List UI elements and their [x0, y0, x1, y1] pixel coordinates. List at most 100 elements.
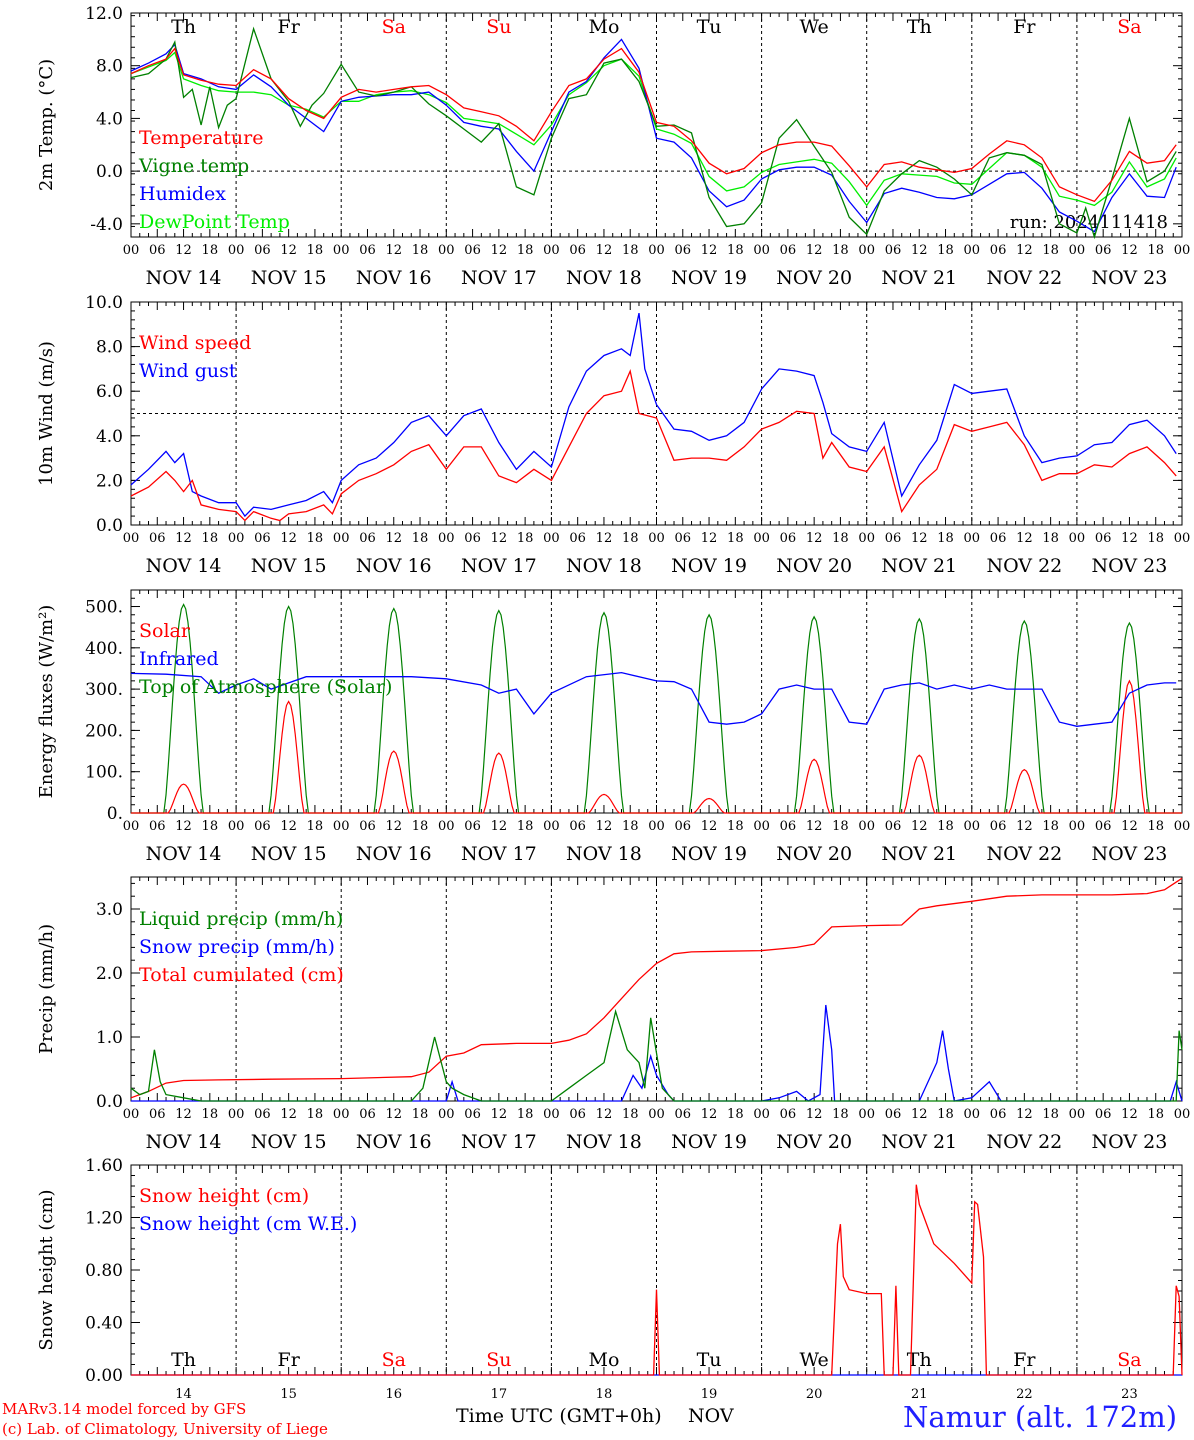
wind-y-tick-label: 4.0: [96, 427, 123, 447]
weekday-label: Fr: [278, 1349, 301, 1371]
energy-hour-label: 12: [175, 819, 192, 834]
temp-y-tick-label: 0.0: [96, 162, 123, 182]
energy-hour-label: 06: [464, 819, 481, 834]
precip-date-label: NOV 21: [881, 1131, 957, 1153]
wind-y-tick-label: 2.0: [96, 471, 123, 491]
precip-hour-label: 06: [675, 1107, 692, 1122]
wind-y-tick-label: 10.0: [85, 293, 123, 313]
energy-legend-entry: Infrared: [139, 648, 219, 670]
weekday-label: Fr: [1013, 1349, 1036, 1371]
precip-y-tick-label: 3.0: [96, 900, 123, 920]
wind-hour-label: 00: [228, 531, 245, 546]
temp-date-label: NOV 23: [1092, 267, 1168, 289]
precip-hour-label: 06: [149, 1107, 166, 1122]
temp-hour-label: 12: [280, 243, 297, 258]
temp-legend-entry: Humidex: [139, 183, 226, 205]
energy-date-label: NOV 21: [881, 843, 957, 865]
energy-hour-label: 12: [280, 819, 297, 834]
precip-hour-label: 06: [990, 1107, 1007, 1122]
snow-y-tick-label: 0.00: [85, 1366, 123, 1386]
wind-hour-label: 06: [885, 531, 902, 546]
precip-hour-label: 00: [1174, 1107, 1191, 1122]
temp-hour-label: 00: [1069, 243, 1086, 258]
precip-hour-label: 06: [569, 1107, 586, 1122]
energy-hour-label: 06: [780, 819, 797, 834]
precip-legend-entry: Snow precip (mm/h): [139, 936, 335, 958]
precip-legend-entry: Total cumulated (cm): [139, 964, 344, 986]
energy-hour-label: 00: [1069, 819, 1086, 834]
energy-hour-label: 00: [228, 819, 245, 834]
precip-hour-label: 18: [1147, 1107, 1164, 1122]
precip-hour-label: 12: [491, 1107, 508, 1122]
energy-y-tick-label: 300.: [85, 680, 123, 700]
energy-hour-label: 18: [937, 819, 954, 834]
day-number-label: 23: [1121, 1387, 1138, 1402]
energy-series-solar: [131, 679, 1182, 814]
day-number-label: 18: [596, 1387, 613, 1402]
energy-hour-label: 00: [964, 819, 981, 834]
temp-hour-label: 00: [228, 243, 245, 258]
precip-hour-label: 06: [464, 1107, 481, 1122]
wind-hour-label: 00: [333, 531, 350, 546]
wind-date-label: NOV 19: [671, 555, 747, 577]
precip-date-label: NOV 18: [566, 1131, 642, 1153]
precip-hour-label: 12: [175, 1107, 192, 1122]
temp-hour-label: 12: [175, 243, 192, 258]
wind-hour-label: 18: [937, 531, 954, 546]
energy-hour-label: 00: [753, 819, 770, 834]
temp-y-tick-label: 8.0: [96, 57, 123, 77]
energy-date-label: NOV 17: [461, 843, 537, 865]
wind-hour-label: 18: [727, 531, 744, 546]
temp-hour-label: 00: [333, 243, 350, 258]
precip-hour-label: 12: [596, 1107, 613, 1122]
energy-hour-label: 06: [885, 819, 902, 834]
precip-hour-label: 06: [359, 1107, 376, 1122]
weekday-label: Tu: [697, 1349, 722, 1371]
day-number-label: 16: [385, 1387, 402, 1402]
energy-hour-label: 00: [123, 819, 140, 834]
weekday-label: Th: [171, 1349, 196, 1371]
energy-hour-label: 00: [648, 819, 665, 834]
energy-y-tick-label: 100.: [85, 763, 123, 783]
weekday-label: Fr: [1013, 16, 1036, 38]
energy-hour-label: 18: [622, 819, 639, 834]
precip-hour-label: 00: [858, 1107, 875, 1122]
wind-hour-label: 18: [517, 531, 534, 546]
temp-hour-label: 18: [517, 243, 534, 258]
energy-y-axis-label: Energy fluxes (W/m²): [36, 605, 57, 799]
precip-series-liquid-precip-mm-h: [130, 1008, 1183, 1102]
wind-date-label: NOV 20: [776, 555, 852, 577]
precip-hour-label: 12: [1016, 1107, 1033, 1122]
energy-hour-label: 12: [491, 819, 508, 834]
precip-hour-label: 00: [753, 1107, 770, 1122]
wind-hour-label: 18: [412, 531, 429, 546]
wind-hour-label: 18: [622, 531, 639, 546]
energy-hour-label: 06: [675, 819, 692, 834]
wind-date-label: NOV 21: [881, 555, 957, 577]
energy-y-tick-label: 0.: [107, 804, 123, 824]
temp-hour-label: 06: [675, 243, 692, 258]
energy-hour-label: 12: [701, 819, 718, 834]
temp-y-tick-label: -4.0: [90, 215, 123, 235]
snow-y-tick-label: 1.60: [85, 1156, 123, 1176]
energy-hour-label: 18: [1042, 819, 1059, 834]
weekday-label: Mo: [588, 1349, 619, 1371]
energy-hour-label: 00: [333, 819, 350, 834]
energy-hour-label: 18: [1147, 819, 1164, 834]
precip-hour-label: 18: [622, 1107, 639, 1122]
temp-hour-label: 00: [753, 243, 770, 258]
wind-hour-label: 12: [1016, 531, 1033, 546]
weekday-label: Sa: [382, 16, 406, 38]
temp-y-tick-label: 4.0: [96, 109, 123, 129]
precip-hour-label: 12: [701, 1107, 718, 1122]
wind-hour-label: 18: [1042, 531, 1059, 546]
wind-hour-label: 06: [359, 531, 376, 546]
precip-hour-label: 00: [543, 1107, 560, 1122]
temp-date-label: NOV 19: [671, 267, 747, 289]
temp-hour-label: 18: [937, 243, 954, 258]
wind-legend-entry: Wind speed: [139, 332, 251, 354]
precip-hour-label: 00: [964, 1107, 981, 1122]
precip-date-label: NOV 14: [146, 1131, 222, 1153]
temp-series-temperature: [130, 47, 1177, 203]
wind-hour-label: 12: [1121, 531, 1138, 546]
